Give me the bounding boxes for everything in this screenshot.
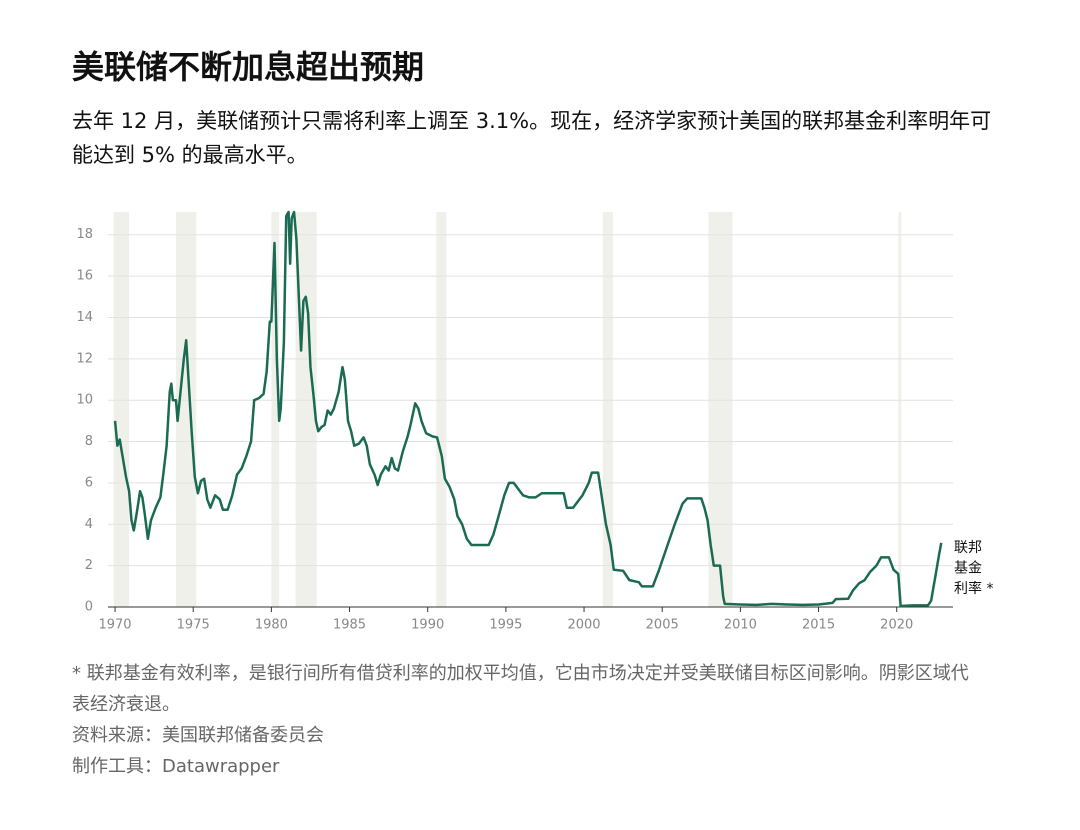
y-tick-label: 6 — [85, 475, 93, 490]
source: 资料来源：美国联邦储备委员会 — [72, 725, 324, 746]
recession-shade — [271, 212, 280, 607]
recession-shade — [113, 212, 130, 607]
y-tick-label: 14 — [76, 310, 93, 325]
x-tick-label: 2020 — [880, 618, 913, 633]
y-tick-label: 18 — [76, 227, 93, 242]
recession-shade — [295, 212, 317, 607]
recession-shade — [436, 212, 447, 607]
recession-shade — [602, 212, 613, 607]
x-tick-label: 1975 — [177, 618, 210, 633]
x-tick-label: 1985 — [333, 618, 366, 633]
chart-title: 美联储不断加息超出预期 — [72, 48, 425, 86]
credit: 制作工具：Datawrapper — [72, 756, 280, 777]
notes: * 联邦基金有效利率，是银行间所有借贷利率的加权平均值，它由市场决定并受美联储目… — [72, 658, 972, 782]
chart: 0 2 4 6 8 10 12 14 16 18 1970 1975 1980 1985 1990 1995 2… — [76, 210, 993, 633]
x-tick-label: 1990 — [411, 618, 444, 633]
y-tick-label: 16 — [76, 269, 93, 284]
x-tick-label: 1980 — [255, 618, 288, 633]
y-tick-label: 4 — [85, 517, 93, 532]
x-tick-label: 1995 — [489, 618, 522, 633]
y-tick-label: 0 — [85, 600, 93, 615]
x-tick-label: 2005 — [646, 618, 679, 633]
series-line — [113, 210, 943, 608]
series-label: 基金 — [954, 560, 982, 577]
x-tick-label: 1970 — [98, 618, 131, 633]
y-tick-label: 8 — [85, 434, 93, 449]
recession-shade — [898, 212, 902, 607]
x-tick-label: 2000 — [567, 618, 600, 633]
series-label: 联邦 — [954, 540, 982, 556]
recession-shade — [176, 212, 197, 607]
recession-shade — [708, 212, 733, 607]
x-tick-label: 2015 — [802, 618, 835, 633]
chart-subtitle: 去年 12 月，美联储预计只需将利率上调至 3.1%。现在，经济学家预计美国的联… — [72, 109, 992, 167]
series-label: 利率 * — [954, 580, 993, 597]
y-tick-label: 2 — [85, 558, 93, 573]
y-tick-label: 12 — [76, 351, 93, 366]
footnote: * 联邦基金有效利率，是银行间所有借贷利率的加权平均值，它由市场决定并受美联储目… — [72, 663, 969, 715]
y-tick-label: 10 — [76, 393, 93, 408]
x-tick-label: 2010 — [724, 618, 757, 633]
